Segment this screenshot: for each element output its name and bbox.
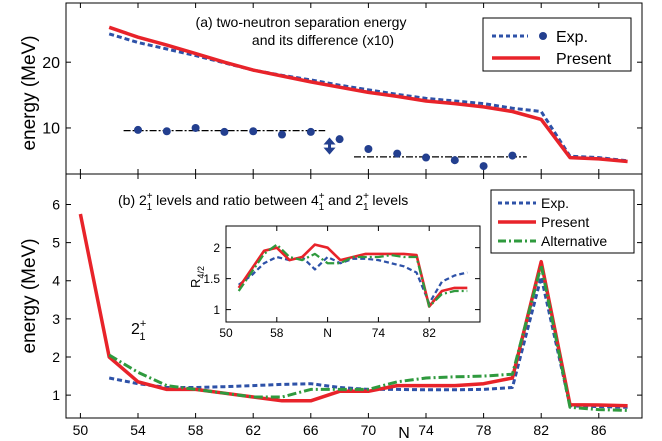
panel-b-axis: 1 2 3 4 5 6 50 54 58 62 66 70 74 78 82 86 — [52, 174, 642, 438]
panel-a-series-2-point-5 — [278, 130, 286, 139]
panel-a-series-2-point-3 — [220, 127, 229, 136]
legend-b-exp-label: Exp. — [541, 195, 569, 211]
panel-a-series-2-point-10 — [422, 153, 430, 162]
panel-b-xtick-label-7: 78 — [476, 422, 492, 438]
panel-a-series-2-point-1 — [162, 127, 171, 136]
panel-a-series-0-line — [108, 32, 628, 163]
inset-series-2-line — [237, 243, 468, 308]
panel-b-ytick-label-3: 4 — [52, 273, 60, 289]
inset-xtick-label-4: 82 — [423, 326, 437, 340]
panel-b-xtick-label-9: 86 — [591, 422, 607, 438]
panel-a-series-2-point-8 — [364, 145, 373, 154]
legend-b-present-label: Present — [541, 214, 589, 230]
panel-b-xtick-label-6: 74 — [418, 422, 434, 438]
panel-a-series-2-point-11 — [450, 156, 459, 165]
panel-a-legend-box — [482, 17, 632, 72]
label-2plus: 2+ 1 — [131, 318, 146, 343]
panel-b-ytick-label-0: 1 — [52, 387, 60, 403]
legend-a-exp-label: Exp. — [556, 29, 588, 46]
panel-b-xtick-label-3: 62 — [245, 422, 261, 438]
panel-a-series-1-line — [108, 25, 628, 164]
panel-b-xtick-label-2: 58 — [188, 422, 204, 438]
panel-b-xtick-label-8: 82 — [533, 422, 549, 438]
inset-axis: 1 1.5 2 50 58 N 74 82 — [203, 226, 480, 340]
panel-a-axis: 10 20 — [42, 3, 642, 174]
panel-b-legend: Exp. Present Alternative — [490, 189, 635, 254]
inset-ylabel: R4/2 — [188, 266, 206, 288]
panel-a-plot-area — [108, 25, 628, 171]
inset-ytick-label-2: 2 — [213, 241, 220, 255]
panel-a-series-2-point-13 — [508, 151, 517, 160]
panel-a-ytick-label-0: 10 — [42, 121, 60, 138]
legend-a-present-label: Present — [556, 51, 612, 68]
inset-frame — [225, 225, 481, 323]
panel-b-xtick-label-4: 66 — [303, 422, 319, 438]
panel-b-xtick-label-5: 70 — [361, 422, 377, 438]
inset-xtick-label-3: 74 — [372, 326, 386, 340]
panel-b-ylabel: energy (MeV) — [19, 238, 40, 353]
panel-b-ytick-label-4: 5 — [52, 235, 60, 251]
panel-b-plot-area — [78, 213, 628, 412]
inset-plot-area — [237, 243, 468, 308]
panel-a-series-2-point-7 — [335, 135, 344, 144]
double-arrow-icon — [323, 137, 336, 155]
panel-a-title-line2: and its difference (x10) — [252, 32, 394, 48]
panel-a-series-2-point-6 — [306, 127, 315, 136]
legend-a-exp-marker-swatch — [539, 32, 547, 40]
inset-xtick-label-1: 58 — [270, 326, 284, 340]
panel-b-ytick-label-1: 2 — [52, 349, 60, 365]
panel-b-ytick-label-5: 6 — [52, 196, 60, 212]
panel-a-series-2-point-2 — [191, 123, 200, 132]
inset-ytick-label-1: 1.5 — [203, 272, 220, 286]
panel-b-ytick-label-2: 3 — [52, 311, 60, 327]
panel-a-title: (a) two-neutron separation energy — [196, 14, 407, 30]
panel-a-series-2-point-4 — [249, 127, 258, 136]
panel-a-ylabel: energy (MeV) — [19, 35, 40, 150]
panel-a-series-2-point-12 — [479, 162, 488, 171]
panel-b-series-2-line — [108, 264, 628, 412]
panel-b-frame — [65, 173, 643, 419]
panel-a-legend: Exp. Present — [482, 17, 632, 72]
inset-xtick-label-2: N — [323, 326, 332, 340]
panel-b-xtick-label-1: 54 — [130, 422, 146, 438]
panel-b-title: (b) 2+ 1 levels and ratio between 4+ 1 and… — [118, 191, 408, 213]
legend-b-alternative-label: Alternative — [541, 233, 607, 249]
inset-ytick-label-0: 1 — [213, 303, 220, 317]
panel-a-ytick-label-1: 20 — [42, 55, 60, 72]
panel-a-series-2-point-9 — [393, 149, 402, 158]
panel-a-series-2-point-0 — [134, 125, 142, 134]
panel-b-xlabel: N — [398, 425, 410, 441]
inset-xtick-label-0: 50 — [219, 326, 233, 340]
panel-b-xtick-label-0: 50 — [73, 422, 89, 438]
